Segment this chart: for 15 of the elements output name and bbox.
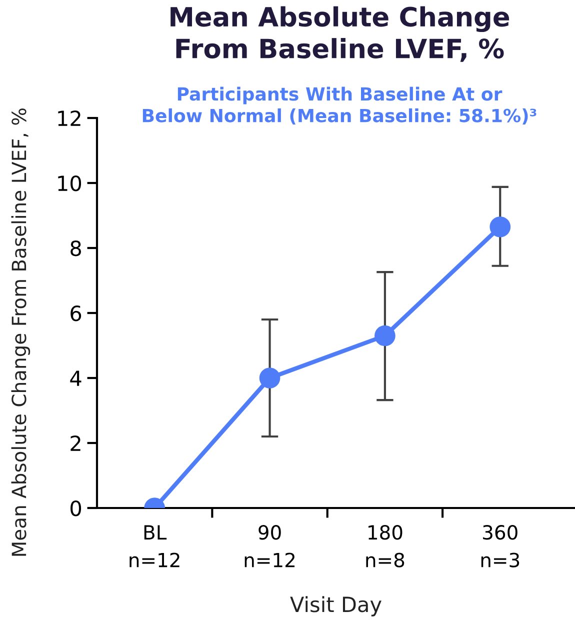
y-tick-label: 2 — [70, 435, 80, 451]
y-tick-label: 0 — [70, 500, 82, 516]
chart-subtitle: Participants With Baseline At or Below Normal (Mean Baseline: 58.1%)³ — [142, 86, 536, 124]
x-tick-label: 360 n=3 — [481, 525, 520, 568]
x-tick-label: BL n=12 — [130, 525, 180, 568]
y-tick-label: 8 — [70, 240, 81, 256]
y-axis-title: Mean Absolute Change From Baseline LVEF, % — [11, 108, 30, 556]
x-axis-title: Visit Day — [290, 596, 382, 616]
y-tick-label: 10 — [58, 175, 82, 192]
y-tick-label: 4 — [70, 370, 82, 386]
x-tick-label: 90 n=12 — [244, 525, 294, 568]
y-tick-label: 12 — [58, 110, 80, 126]
chart-title: Mean Absolute Change From Baseline LVEF, % — [170, 6, 510, 62]
x-tick-label: 180 n=8 — [366, 525, 404, 568]
y-tick-label: 6 — [70, 305, 82, 322]
